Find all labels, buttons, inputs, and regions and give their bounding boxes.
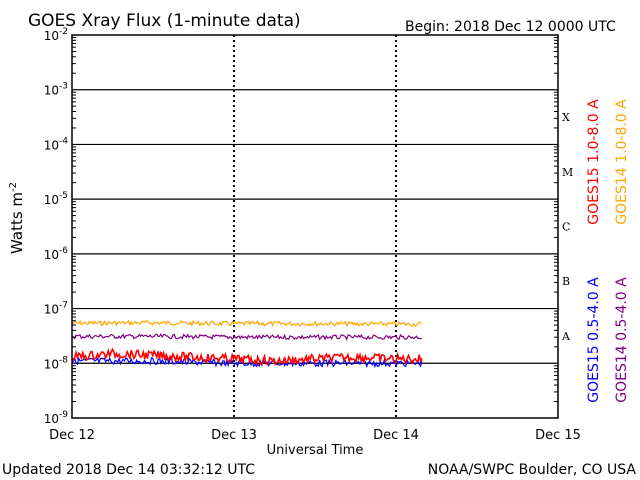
tick-labels: 10-2 10-3 10-4 10-5 10-6 10-7 10-8 10-9 Dec 12 De… [44, 27, 581, 443]
y-tick-label: 10-7 [44, 301, 68, 317]
y-tick-label: 10-5 [44, 191, 68, 207]
y-tick-label: 10-2 [44, 27, 68, 43]
credit-text: NOAA/SWPC Boulder, CO USA [428, 462, 637, 478]
legend-entry: GOES15 1.0-8.0 A [586, 99, 602, 225]
legend-entry: GOES15 0.5-4.0 A [586, 277, 602, 403]
series-line [71, 319, 423, 328]
begin-date: Begin: 2018 Dec 12 0000 UTC [405, 19, 616, 35]
legend-entry: GOES14 0.5-4.0 A [614, 277, 630, 403]
y-tick-label: 10-3 [44, 82, 68, 98]
x-tick-label: Dec 15 [535, 428, 581, 443]
y-tick-label: 10-6 [44, 246, 69, 262]
x-axis-label: Universal Time [267, 443, 364, 458]
chart-title: GOES Xray Flux (1-minute data) [28, 11, 301, 31]
y-tick-label: 10-8 [44, 355, 69, 371]
x-tick-label: Dec 13 [211, 428, 257, 443]
svg-text:Watts m-2: Watts m-2 [8, 182, 26, 254]
updated-timestamp: Updated 2018 Dec 14 03:32:12 UTC [2, 462, 255, 478]
flare-class-label: C [562, 221, 570, 234]
axes [71, 34, 559, 419]
legend: GOES15 1.0-8.0 A GOES14 1.0-8.0 A GOES15 0… [586, 99, 630, 403]
series-lines [71, 319, 423, 369]
x-tick-label: Dec 14 [373, 428, 419, 443]
y-axis-label: Watts m-2 [8, 182, 26, 254]
legend-entry: GOES14 1.0-8.0 A [614, 99, 630, 225]
plot-frame [71, 34, 559, 419]
y-axis-label-text: Watts m [8, 192, 26, 254]
series-line [71, 347, 423, 368]
y-axis-label-exponent: -2 [8, 182, 19, 192]
flare-class-label: B [562, 275, 570, 288]
flare-class-label: M [562, 166, 573, 179]
flare-class-label: X [562, 111, 570, 124]
flare-class-label: A [561, 330, 571, 343]
y-tick-label: 10-9 [44, 410, 69, 426]
y-tick-label: 10-4 [44, 136, 69, 152]
x-tick-label: Dec 12 [49, 428, 95, 443]
series-line [71, 333, 423, 342]
